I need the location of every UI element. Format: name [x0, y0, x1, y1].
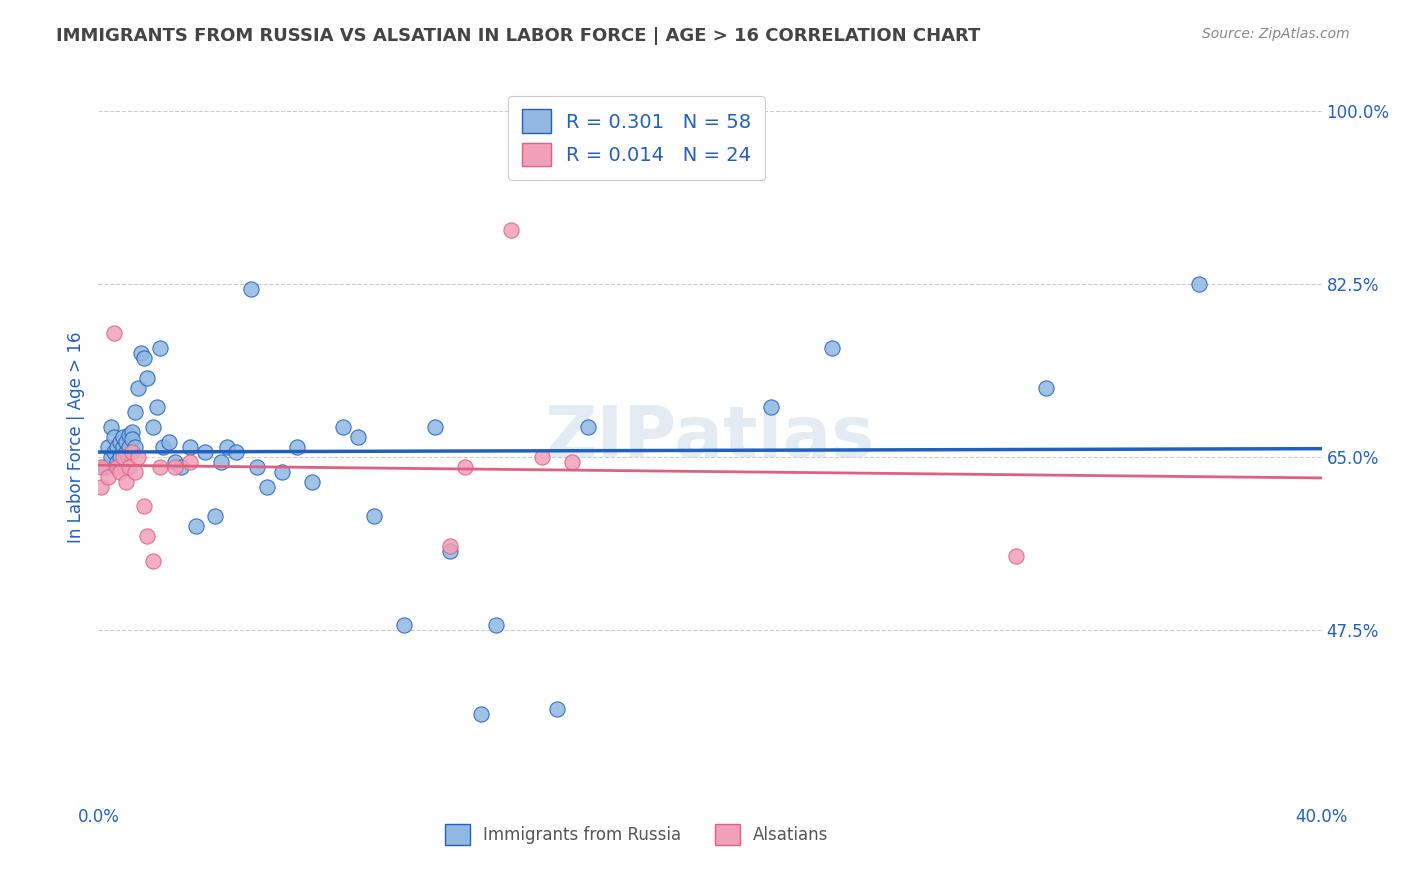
Point: [470, 706, 492, 721]
Point: [179, 455, 201, 469]
Point: [103, 430, 125, 444]
Point: [163, 455, 186, 469]
Point: [97, 440, 120, 454]
Point: [118, 440, 141, 454]
Point: [124, 465, 146, 479]
Point: [1035, 381, 1057, 395]
Point: [145, 401, 167, 415]
Point: [142, 420, 165, 434]
Point: [332, 420, 354, 434]
Point: [134, 500, 156, 514]
Point: [134, 351, 156, 365]
Point: [97, 469, 120, 483]
Point: [136, 371, 159, 385]
Point: [215, 440, 238, 454]
Point: [152, 440, 174, 454]
Point: [90, 459, 112, 474]
Point: [127, 381, 149, 395]
Point: [149, 459, 172, 474]
Point: [108, 435, 131, 450]
Point: [108, 465, 131, 479]
Point: [423, 420, 446, 434]
Point: [256, 479, 278, 493]
Point: [142, 554, 165, 568]
Point: [240, 282, 263, 296]
Point: [103, 445, 125, 459]
Point: [124, 440, 146, 454]
Point: [100, 450, 122, 464]
Point: [186, 519, 208, 533]
Point: [194, 445, 217, 459]
Point: [111, 430, 134, 444]
Point: [1004, 549, 1026, 563]
Point: [821, 341, 844, 355]
Point: [124, 405, 146, 419]
Text: IMMIGRANTS FROM RUSSIA VS ALSATIAN IN LABOR FORCE | AGE > 16 CORRELATION CHART: IMMIGRANTS FROM RUSSIA VS ALSATIAN IN LA…: [56, 27, 980, 45]
Point: [121, 445, 143, 459]
Point: [121, 425, 143, 439]
Point: [111, 450, 134, 464]
Point: [270, 465, 292, 479]
Point: [225, 445, 247, 459]
Point: [363, 509, 385, 524]
Point: [439, 543, 461, 558]
Point: [561, 455, 583, 469]
Point: [501, 222, 523, 236]
Point: [111, 440, 134, 454]
Point: [392, 618, 416, 632]
Point: [121, 432, 143, 446]
Point: [179, 440, 201, 454]
Point: [115, 435, 138, 450]
Point: [115, 475, 138, 489]
Point: [90, 479, 112, 493]
Point: [163, 459, 186, 474]
Point: [118, 428, 141, 442]
Point: [454, 459, 477, 474]
Point: [136, 529, 159, 543]
Point: [759, 401, 782, 415]
Point: [485, 618, 508, 632]
Text: ZIPatlas: ZIPatlas: [546, 402, 875, 472]
Point: [1188, 277, 1211, 291]
Point: [105, 459, 128, 474]
Point: [530, 450, 553, 464]
Point: [103, 326, 125, 341]
Point: [576, 420, 599, 434]
Text: Source: ZipAtlas.com: Source: ZipAtlas.com: [1202, 27, 1350, 41]
Point: [93, 459, 115, 474]
Point: [546, 702, 568, 716]
Point: [246, 459, 269, 474]
Point: [118, 459, 141, 474]
Point: [149, 341, 172, 355]
Point: [157, 435, 180, 450]
Point: [170, 459, 193, 474]
Point: [100, 420, 122, 434]
Point: [105, 455, 128, 469]
Point: [285, 440, 308, 454]
Point: [301, 475, 323, 489]
Point: [129, 346, 152, 360]
Legend: Immigrants from Russia, Alsatians: Immigrants from Russia, Alsatians: [436, 816, 837, 853]
Point: [105, 440, 128, 454]
Point: [108, 450, 131, 464]
Point: [204, 509, 226, 524]
Point: [115, 445, 138, 459]
Point: [127, 450, 149, 464]
Point: [439, 539, 461, 553]
Point: [347, 430, 370, 444]
Y-axis label: In Labor Force | Age > 16: In Labor Force | Age > 16: [66, 331, 84, 543]
Point: [209, 455, 232, 469]
